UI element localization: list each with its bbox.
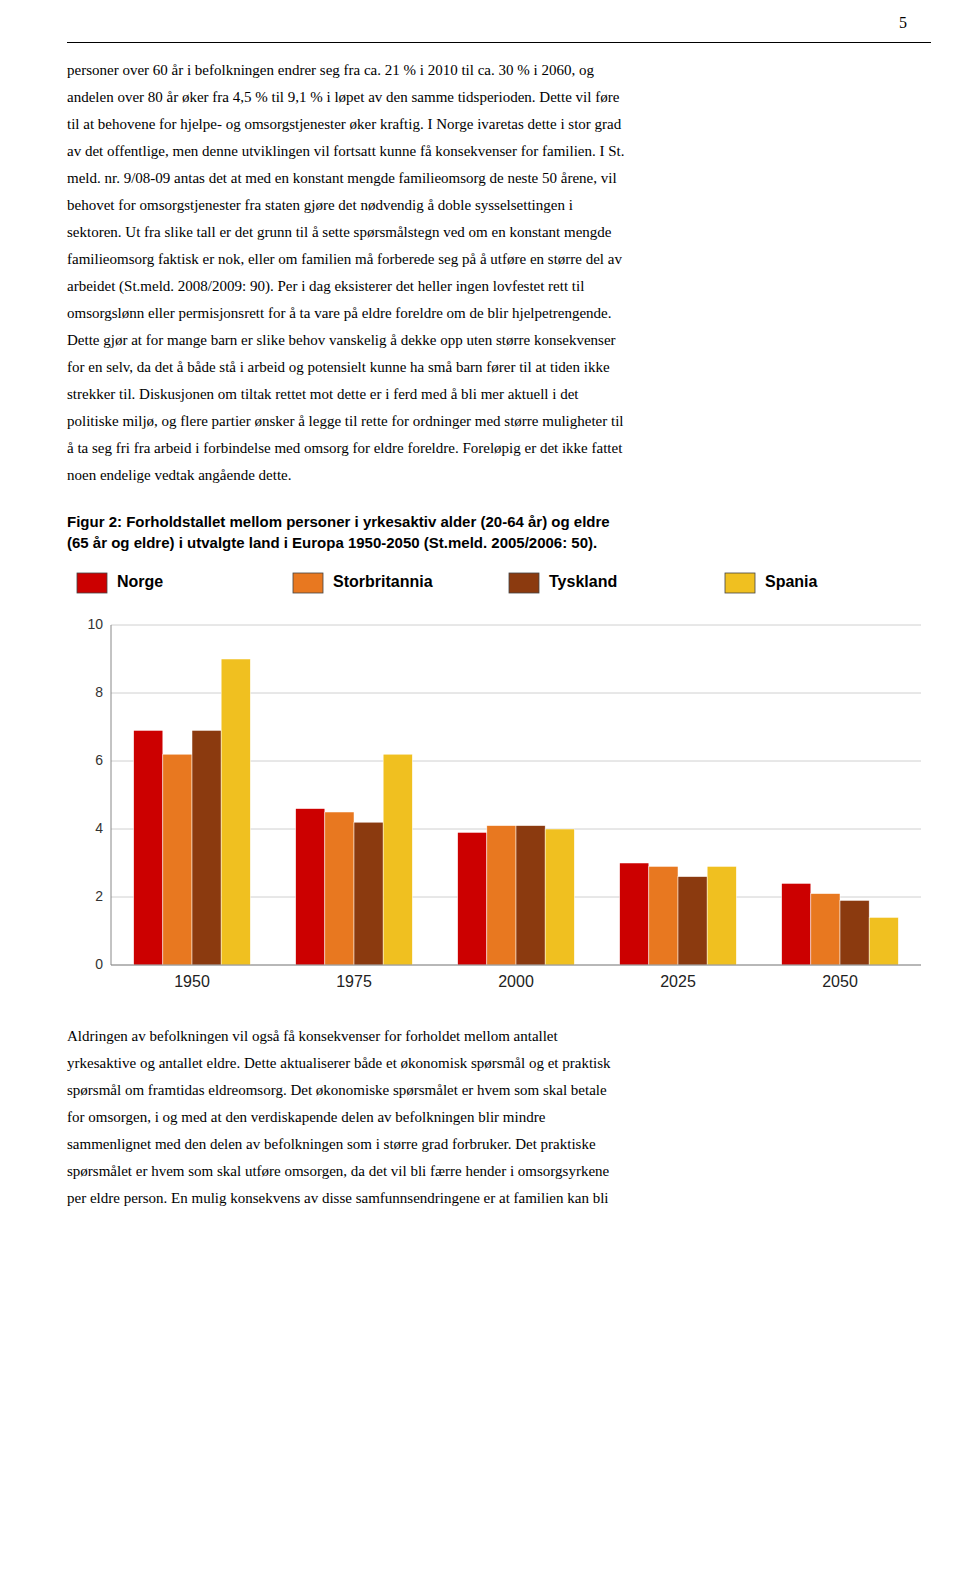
legend-label: Tyskland [549,573,617,590]
legend-swatch [77,573,107,593]
text-line: andelen over 80 år øker fra 4,5 % til 9,… [67,84,931,111]
text-line: familieomsorg faktisk er nok, eller om f… [67,246,931,273]
y-tick-label: 6 [95,752,103,768]
x-tick-label: 1950 [174,973,210,990]
legend-label: Storbritannia [333,573,433,590]
chart-title: Figur 2: Forholdstallet mellom personer … [67,511,931,532]
grid-line [111,625,921,626]
header-rule [67,42,931,43]
text-above: personer over 60 år i befolkningen endre… [67,57,931,489]
text-line: politiske miljø, og flere partier ønsker… [67,408,931,435]
bar [487,826,516,965]
legend-swatch [293,573,323,593]
grid-line [111,965,921,966]
bar [811,894,840,965]
bar [296,809,325,965]
bar [134,730,163,965]
text-line: strekker til. Diskusjonen om tiltak rett… [67,381,931,408]
caption: Figur 2: Forholdstallet mellom personer … [67,511,931,553]
y-tick-label: 0 [95,956,103,972]
bar [354,822,383,965]
text-line: av det offentlige, men denne utviklingen… [67,138,931,165]
text-line: arbeidet (St.meld. 2008/2009: 90). Per i… [67,273,931,300]
bar [325,812,354,965]
bar [192,730,221,965]
text-below: Aldringen av befolkningen vil også få ko… [67,1023,931,1212]
bar [516,826,545,965]
text-line: for omsorgen, i og med at den verdiskape… [67,1104,931,1131]
legend-swatch [509,573,539,593]
text-line: å ta seg fri fra arbeid i forbindelse me… [67,435,931,462]
legend-swatch [725,573,755,593]
x-tick-label: 1975 [336,973,372,990]
text-line: Aldringen av befolkningen vil også få ko… [67,1023,931,1050]
text-line: meld. nr. 9/08-09 antas det at med en ko… [67,165,931,192]
bar [840,900,869,965]
page-number: 5 [67,14,931,36]
x-axis [111,965,921,966]
bar [163,754,192,965]
y-tick-label: 8 [95,684,103,700]
text-line: yrkesaktive og antallet eldre. Dette akt… [67,1050,931,1077]
bar [782,883,811,965]
x-tick-label: 2000 [498,973,534,990]
bar [458,832,487,965]
y-axis [111,625,112,965]
text-line: per eldre person. En mulig konsekvens av… [67,1185,931,1212]
bar [620,863,649,965]
text-line: omsorgslønn eller permisjonsrett for å t… [67,300,931,327]
x-tick-label: 2025 [660,973,696,990]
x-tick-label: 2050 [822,973,858,990]
text-line: Dette gjør at for mange barn er slike be… [67,327,931,354]
bar [221,659,250,965]
bars [134,659,899,965]
page: 5 personer over 60 år i befolkningen endr… [67,0,931,1212]
legend: Norge Storbritannia Tyskland Spania [77,573,818,593]
text-line: behovet for omsorgstjenester fra staten … [67,192,931,219]
bar [707,866,736,965]
text-line: til at behovene for hjelpe- og omsorgstj… [67,111,931,138]
chart-subtitle: (65 år og eldre) i utvalgte land i Europ… [67,532,931,553]
text-line: sektoren. Ut fra slike tall er det grunn… [67,219,931,246]
bar [649,866,678,965]
bar [869,917,898,965]
grid [111,625,921,965]
legend-label: Norge [117,573,163,590]
text-line: spørsmålet er hvem som skal utføre omsor… [67,1158,931,1185]
text-line: personer over 60 år i befolkningen endre… [67,57,931,84]
chart: 0 2 4 6 8 10 1950 1975 2000 2025 2050 Norge Storbrit… [67,561,931,1001]
chart-svg: 0 2 4 6 8 10 1950 1975 2000 2025 2050 Norge Storbrit… [67,561,931,1001]
text-line: spørsmål om framtidas eldreomsorg. Det ø… [67,1077,931,1104]
bar [678,877,707,965]
y-tick-label: 2 [95,888,103,904]
bar [383,754,412,965]
y-tick-label: 10 [87,616,103,632]
text-line: noen endelige vedtak angående dette. [67,462,931,489]
text-line: sammenlignet med den delen av befolkning… [67,1131,931,1158]
y-tick-label: 4 [95,820,103,836]
text-line: for en selv, da det å både stå i arbeid … [67,354,931,381]
bar [545,829,574,965]
legend-label: Spania [765,573,818,590]
